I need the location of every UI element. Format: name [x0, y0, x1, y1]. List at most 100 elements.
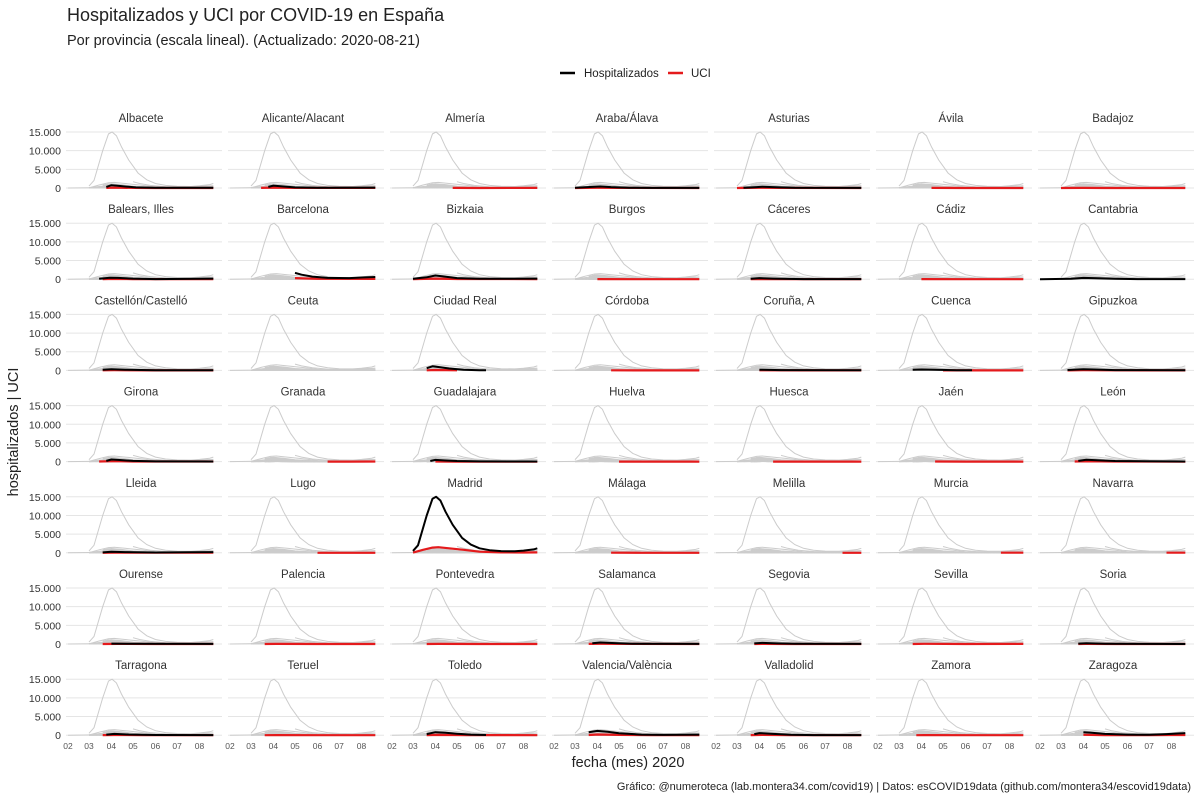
y-tick-label: 0 [55, 730, 61, 742]
hospitalizados-line [106, 732, 214, 737]
facet-title: Asturias [768, 113, 810, 125]
facet-title: Murcia [934, 478, 969, 490]
facet-title: Coruña, A [763, 295, 814, 307]
facet-title: León [1100, 387, 1126, 399]
x-tick-label: 05 [452, 741, 462, 751]
y-tick-label: 5.000 [35, 347, 61, 359]
facet-panel: Ciudad Real [390, 295, 546, 372]
hospitalizados-line [1039, 276, 1186, 281]
facet-panel: Cádiz [876, 204, 1032, 281]
x-tick-label: 05 [1100, 741, 1110, 751]
x-tick-label: 02 [873, 741, 883, 751]
x-tick-label: 08 [195, 741, 205, 751]
facet-title: Salamanca [598, 569, 656, 581]
facet-title: Melilla [773, 478, 806, 490]
facet-title: Alicante/Alacant [262, 113, 345, 125]
uci-line [294, 277, 376, 280]
background-series-line [250, 222, 376, 279]
facet-panel: Guadalajara [390, 387, 546, 463]
facet-panel: Córdoba [552, 295, 708, 372]
background-series-line [88, 131, 214, 188]
facet-panel: Ourense 0 5.000 10.000 15.000 [29, 569, 222, 651]
y-tick-label: 5.000 [35, 164, 61, 176]
facet-title: Badajoz [1092, 113, 1134, 125]
x-tick-label: 03 [894, 741, 904, 751]
facet-title: Granada [281, 387, 326, 399]
facet-panel: Zamora 02 03 04 05 06 07 08 [873, 660, 1032, 751]
y-tick-label: 15.000 [29, 127, 61, 139]
x-tick-label: 03 [1056, 741, 1066, 751]
facet-title: Sevilla [934, 569, 968, 581]
facet-panel: Huesca [714, 387, 870, 463]
facet-title: Huelva [609, 387, 645, 399]
x-tick-label: 06 [475, 741, 485, 751]
facet-panel: Salamanca [552, 569, 708, 646]
legend: Hospitalizados UCI [560, 68, 711, 80]
facet-panels: Albacete 0 5.000 10.000 15.000 Alicante/Alaca… [29, 112, 1194, 751]
facet-title: Castellón/Castelló [95, 295, 188, 307]
facet-title: Cantabria [1088, 204, 1138, 216]
facet-title: Ourense [119, 569, 163, 581]
facet-panel: Coruña, A [714, 295, 870, 372]
facet-panel: Lleida 0 5.000 10.000 15.000 [29, 478, 222, 560]
x-tick-label: 08 [843, 741, 853, 751]
facet-panel: Jaén [876, 387, 1032, 463]
background-series-line [574, 404, 700, 461]
background-series-line [736, 222, 862, 279]
x-tick-label: 07 [1144, 741, 1154, 751]
hospitalizados-line [102, 368, 214, 372]
hospitalizados-line [759, 368, 862, 372]
y-tick-label: 10.000 [29, 602, 61, 614]
facet-title: Zaragoza [1089, 660, 1138, 672]
x-tick-label: 06 [961, 741, 971, 751]
background-series-line [898, 678, 1024, 735]
hospitalizados-line [743, 185, 862, 189]
background-series-line [88, 404, 214, 461]
facet-panel: Teruel 02 03 04 05 06 07 08 [225, 660, 384, 751]
x-tick-label: 06 [313, 741, 323, 751]
facet-panel: Málaga [552, 478, 708, 554]
y-tick-label: 10.000 [29, 419, 61, 431]
facet-panel: Toledo 02 03 04 05 06 07 08 [387, 660, 546, 751]
background-series-line [1060, 496, 1186, 552]
facet-panel: Cantabria [1038, 204, 1194, 281]
x-tick-label: 03 [84, 741, 94, 751]
facet-panel: Melilla [714, 478, 870, 554]
hospitalizados-line [105, 184, 214, 189]
y-tick-label: 5.000 [35, 712, 61, 724]
facet-title: Toledo [448, 660, 482, 672]
background-series-line [412, 313, 538, 370]
x-tick-label: 07 [172, 741, 182, 751]
x-tick-label: 05 [614, 741, 624, 751]
background-series-line [1060, 131, 1186, 188]
facet-panel: Zaragoza 02 03 04 05 06 07 08 [1035, 660, 1194, 751]
y-tick-label: 0 [55, 457, 61, 469]
x-tick-label: 05 [776, 741, 786, 751]
hospitalizados-line [426, 731, 487, 736]
y-tick-label: 15.000 [29, 218, 61, 230]
y-tick-label: 5.000 [35, 529, 61, 541]
facet-title: Soria [1100, 569, 1127, 581]
facet-panel: Granada [228, 387, 384, 463]
facet-panel: Ávila [876, 112, 1032, 190]
y-tick-label: 5.000 [35, 256, 61, 268]
x-tick-label: 08 [1005, 741, 1015, 751]
facet-title: Burgos [609, 204, 646, 216]
background-series-line [88, 313, 214, 370]
hospitalizados-line [1078, 458, 1186, 463]
y-tick-label: 15.000 [29, 583, 61, 595]
background-series-line [574, 222, 700, 279]
y-axis-label: hospitalizados | UCI [6, 368, 22, 497]
facet-title: Pontevedra [436, 569, 495, 581]
y-tick-label: 5.000 [35, 620, 61, 632]
chart-subtitle: Por provincia (escala lineal). (Actualiz… [67, 33, 420, 49]
facet-panel: Cáceres [714, 204, 870, 281]
background-series-line [736, 404, 862, 461]
background-series-line [1060, 222, 1186, 279]
facet-panel: Bizkaia [390, 204, 546, 281]
facet-title: Cáceres [768, 204, 811, 216]
chart-caption: Gráfico: @numeroteca (lab.montera34.com/… [617, 781, 1191, 793]
hospitalizados-line [426, 365, 487, 372]
background-series-line [88, 222, 214, 279]
